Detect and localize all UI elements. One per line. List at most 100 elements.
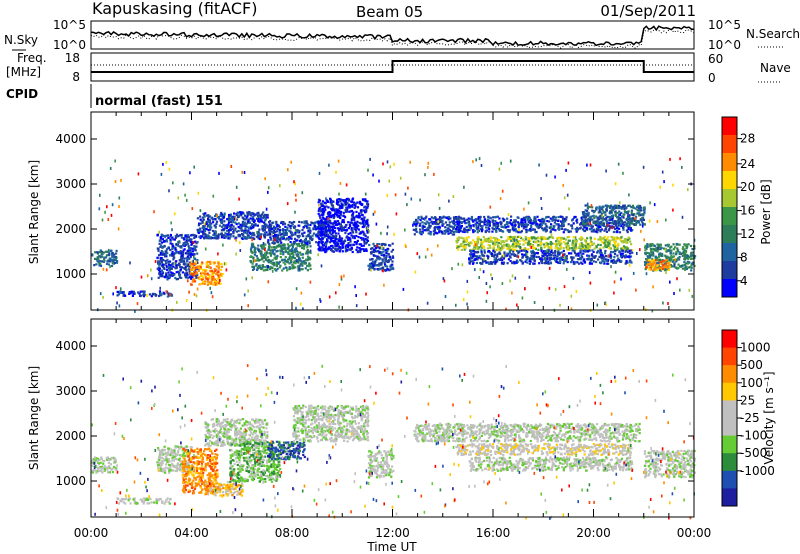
power-cell (603, 235, 606, 238)
power-cell (209, 262, 212, 265)
power-cell (280, 236, 283, 239)
power-cell (250, 227, 253, 230)
power-cell (519, 236, 523, 240)
power-cell (524, 260, 527, 263)
power-cell (333, 241, 336, 244)
power-cell (428, 226, 431, 229)
power-cell (341, 204, 344, 207)
power-cell (338, 210, 341, 213)
power-cell (623, 205, 626, 208)
power-cell (457, 248, 460, 251)
power-cell (470, 253, 473, 256)
power-cell (372, 261, 375, 264)
power-cell (558, 258, 562, 261)
power-cell (361, 230, 364, 233)
power-cell (594, 230, 597, 233)
power-cell (222, 216, 225, 219)
power-cell (515, 230, 518, 233)
power-cell (139, 290, 142, 293)
power-cell (515, 244, 518, 248)
power-cell (562, 247, 565, 250)
power-cell (448, 223, 451, 227)
power-cell (527, 240, 531, 243)
power-cell (549, 231, 552, 234)
power-cell (527, 238, 530, 241)
power-cell (195, 272, 198, 275)
power-cell (112, 258, 115, 261)
power-cell (171, 250, 174, 253)
power-cell (683, 257, 686, 260)
power-cell (220, 229, 223, 232)
power-cell (223, 227, 226, 230)
power-cell (483, 254, 486, 257)
power-cell (559, 237, 562, 240)
power-cell (361, 209, 364, 212)
power-cell (272, 249, 275, 252)
power-cell (138, 292, 141, 295)
power-cell (353, 216, 356, 219)
power-cell (414, 223, 417, 226)
power-cell (294, 241, 297, 244)
power-cell (415, 230, 418, 233)
power-cell (191, 278, 195, 281)
power-cell (571, 249, 574, 252)
power-cell (497, 228, 501, 231)
power-cell (156, 247, 159, 250)
power-cell (180, 236, 183, 239)
power-cell (604, 214, 607, 217)
power-cell (269, 265, 272, 268)
power-cell (517, 216, 520, 219)
power-cell (252, 216, 255, 219)
power-cell (641, 220, 644, 223)
power-cell (268, 243, 271, 246)
power-cell (332, 207, 335, 211)
power-cell (309, 231, 312, 234)
power-cell (508, 248, 511, 251)
power-cell (191, 250, 195, 253)
power-cell (160, 264, 163, 267)
power-cell (475, 255, 478, 258)
power-cell (355, 222, 358, 225)
power-cell (217, 282, 220, 285)
power-cell (363, 241, 366, 244)
power-cell (337, 232, 340, 235)
power-cell (691, 257, 694, 260)
power-cell (213, 232, 216, 235)
power-cell (377, 249, 380, 253)
power-cell (625, 222, 628, 225)
power-cell (505, 254, 508, 257)
power-cell (206, 260, 209, 264)
power-cell (359, 232, 362, 235)
power-cell (298, 234, 301, 237)
power-cell (321, 203, 324, 206)
power-cell (142, 293, 145, 296)
power-cell (359, 209, 362, 212)
power-cell (227, 231, 230, 234)
power-cell (677, 257, 680, 260)
power-cell (318, 237, 321, 241)
power-cell (555, 256, 558, 259)
power-cell (175, 264, 178, 267)
power-cell (256, 268, 259, 271)
power-cell (690, 251, 693, 255)
power-cell (669, 258, 673, 261)
power-cell (239, 212, 243, 215)
power-cell (267, 225, 271, 228)
power-cell (521, 248, 524, 252)
power-cell (177, 263, 180, 266)
power-cell (609, 225, 612, 228)
power-cell (284, 225, 287, 228)
power-cell (345, 248, 348, 251)
power-cell (161, 234, 164, 238)
power-cell (169, 238, 172, 241)
power-cell (332, 214, 335, 217)
power-cell (186, 271, 189, 274)
power-cell (198, 235, 201, 238)
power-cell (549, 257, 552, 260)
power-cell (622, 204, 625, 207)
power-cell (376, 256, 379, 259)
power-cell (598, 255, 601, 258)
power-cell (631, 213, 634, 216)
power-cell (210, 226, 213, 229)
power-cell (511, 262, 514, 265)
